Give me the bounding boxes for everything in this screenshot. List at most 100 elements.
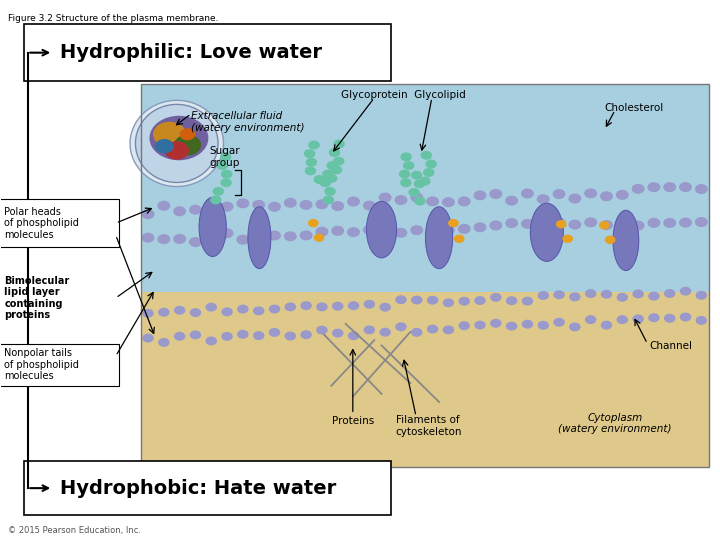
Circle shape [364,300,374,308]
Circle shape [317,326,327,334]
Circle shape [222,170,232,178]
Circle shape [696,316,706,324]
Circle shape [189,238,201,246]
Text: Proteins: Proteins [332,416,374,426]
Circle shape [665,314,675,322]
Circle shape [443,198,454,206]
Text: Bimolecular
lipid layer
containing
proteins: Bimolecular lipid layer containing prote… [4,275,70,320]
FancyBboxPatch shape [0,344,119,386]
Circle shape [459,322,469,329]
Circle shape [309,220,318,227]
Circle shape [269,202,280,211]
Circle shape [600,192,612,200]
Circle shape [180,129,194,140]
Circle shape [156,140,174,153]
Circle shape [415,180,425,187]
Circle shape [459,225,470,233]
Circle shape [395,228,407,237]
Circle shape [454,235,464,242]
Circle shape [569,194,580,203]
Circle shape [522,189,534,198]
Text: © 2015 Pearson Education, Inc.: © 2015 Pearson Education, Inc. [8,526,141,535]
Circle shape [300,200,312,209]
Circle shape [474,223,486,232]
Circle shape [617,316,627,323]
Circle shape [600,221,612,230]
Circle shape [301,331,311,339]
Circle shape [601,321,611,329]
Text: Cholesterol: Cholesterol [604,104,664,113]
Circle shape [221,229,233,238]
Circle shape [301,302,311,309]
Circle shape [143,309,153,317]
Circle shape [412,296,422,304]
Circle shape [404,162,414,169]
Circle shape [449,220,458,227]
Circle shape [680,218,691,227]
Circle shape [427,225,438,234]
Circle shape [427,197,438,206]
Circle shape [334,140,344,148]
Circle shape [364,201,375,210]
Circle shape [563,235,572,242]
Circle shape [253,232,264,240]
Circle shape [426,160,436,167]
Circle shape [158,235,170,244]
Circle shape [538,222,549,231]
Circle shape [190,331,200,339]
Circle shape [696,292,706,299]
Circle shape [569,220,580,229]
Circle shape [600,222,609,229]
Circle shape [327,162,337,169]
Circle shape [444,299,454,307]
Circle shape [348,302,359,309]
Circle shape [206,303,216,311]
Bar [141,292,708,467]
Circle shape [570,323,580,330]
FancyBboxPatch shape [24,24,391,81]
Circle shape [217,162,228,169]
Circle shape [411,171,421,179]
Circle shape [423,168,433,176]
Circle shape [333,329,343,337]
Circle shape [269,231,280,240]
Ellipse shape [135,104,218,183]
Circle shape [238,305,248,313]
Circle shape [314,176,324,183]
Ellipse shape [426,207,453,269]
Circle shape [680,287,690,295]
Ellipse shape [248,207,271,269]
Circle shape [421,152,431,159]
Circle shape [316,227,328,236]
Circle shape [523,320,533,328]
Circle shape [443,226,454,234]
Circle shape [348,332,359,340]
Circle shape [158,201,170,210]
Circle shape [507,322,517,330]
Circle shape [664,219,675,227]
Circle shape [159,339,169,346]
Circle shape [315,234,324,241]
Circle shape [617,294,627,301]
Text: Nonpolar tails
of phospholipid
molecules: Nonpolar tails of phospholipid molecules [4,348,79,381]
Circle shape [459,298,469,305]
Circle shape [253,200,264,209]
Circle shape [396,323,406,330]
Circle shape [206,337,216,345]
Circle shape [222,333,232,340]
Circle shape [205,206,217,215]
Circle shape [585,218,596,227]
Circle shape [459,197,470,206]
Circle shape [680,183,691,191]
Circle shape [327,174,337,182]
Circle shape [306,159,316,166]
Circle shape [333,302,343,310]
Circle shape [696,218,707,226]
Circle shape [428,325,438,333]
Circle shape [396,296,406,303]
Circle shape [333,158,343,165]
Circle shape [174,307,184,314]
Circle shape [269,305,279,313]
Circle shape [323,170,333,178]
Circle shape [317,303,327,310]
